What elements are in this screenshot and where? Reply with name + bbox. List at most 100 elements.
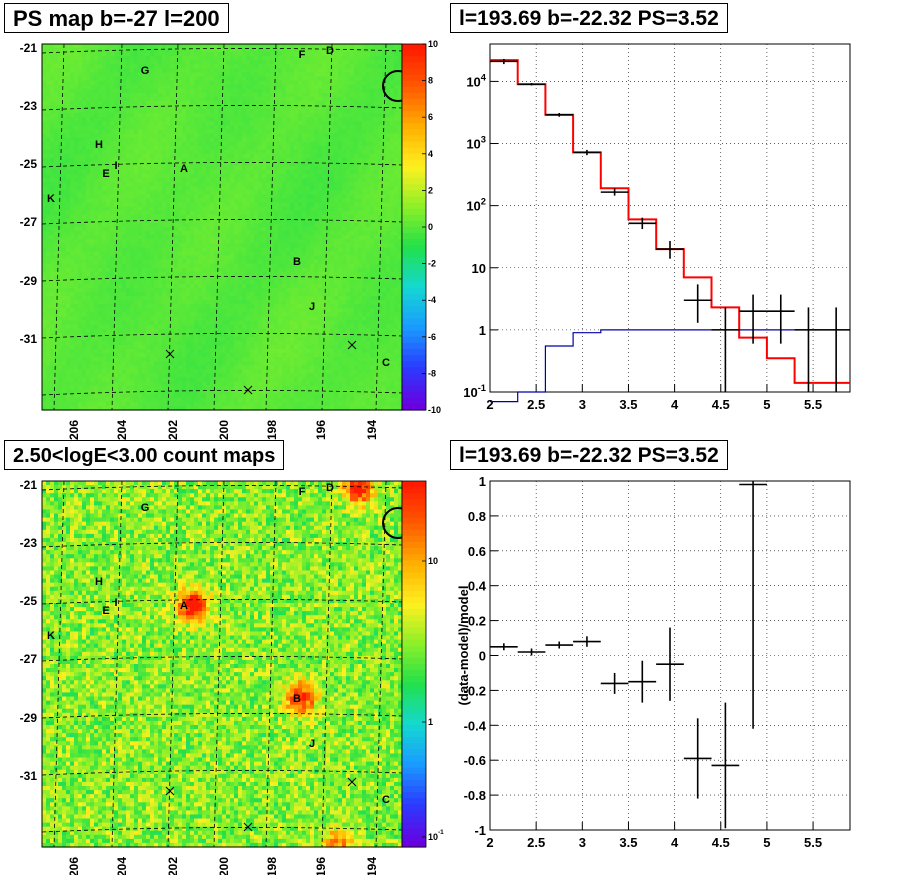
ps-map-y-tick-label: -31	[20, 332, 38, 346]
residual-data-point	[739, 481, 767, 729]
count-map-x-tick-label: 200	[217, 857, 231, 875]
residual-data-point	[490, 643, 518, 651]
count-map-source-label-g: G	[141, 502, 150, 514]
count-map-lon-line	[111, 480, 123, 848]
spectrum-x-tick-label: 5.5	[804, 397, 822, 412]
residual-y-tick-label: -0.6	[464, 753, 486, 768]
residual-chart: 2 2.5 3 3.5 4 4.5 5 5.5 -1 -0.8 -0.6 -0.4 -0.2 0 0.2 0.…	[456, 474, 851, 850]
spectrum-data-point	[766, 294, 795, 344]
ps-map-x-tick-label: 194	[365, 420, 379, 440]
count-map-colorbar	[401, 480, 427, 848]
ps-map-y-tick-label: -21	[20, 41, 38, 55]
ps-map-source-label-i: I	[114, 160, 117, 172]
count-map-cross-marker	[243, 822, 253, 832]
count-map-graticule	[41, 480, 403, 848]
count-map-colorbar-tick-label: 10	[428, 556, 438, 566]
residual-y-tick-label: 1	[479, 474, 486, 489]
residual-x-tick-label: 5	[763, 835, 770, 850]
ps-map-colorbar-tick-label: -10	[428, 405, 441, 415]
spectrum-x-tick-label: 2.5	[527, 397, 545, 412]
spectrum-y-tick-label: 102	[466, 197, 486, 214]
spectrum-data-point	[683, 284, 712, 323]
residual-y-tick-label: 0.6	[468, 544, 486, 559]
ps-map-y-tick-label: -25	[20, 157, 38, 171]
ps-map-x-tick-label: 202	[166, 420, 180, 440]
count-map-cross-marker	[165, 786, 175, 796]
ps-map-source-label-k: K	[47, 193, 55, 205]
count-map-source-label-b: B	[293, 693, 301, 705]
spectrum-data-point	[490, 58, 518, 65]
ps-map-colorbar-tick-label: 2	[428, 185, 433, 195]
residual-data-point	[711, 702, 740, 829]
residual-x-tick-label: 2.5	[527, 835, 545, 850]
ps-map-source-label-j: J	[309, 301, 315, 313]
spectrum-data-point	[822, 307, 850, 392]
ps-map-lon-line	[375, 43, 387, 411]
residual-data-point	[656, 627, 684, 701]
ps-map-colorbar-tick-label: -4	[428, 295, 436, 305]
residual-data-point	[517, 648, 546, 656]
count-map-y-tick-label: -21	[20, 478, 38, 492]
count-map-y-tick-label: -25	[20, 594, 38, 608]
count-map-lon-line	[375, 480, 387, 848]
residual-panel: 2 2.5 3 3.5 4 4.5 5 5.5 -1 -0.8 -0.6 -0.4 -0.2 0 0.2 0.…	[449, 437, 898, 875]
ps-map-colorbar-tick-label: 10	[428, 39, 438, 49]
spectrum-data-point	[573, 149, 601, 156]
ps-map-source-label-h: H	[95, 139, 103, 151]
ps-map-cross-marker	[165, 349, 175, 359]
count-map-source-label-j: J	[309, 738, 315, 750]
ps-map-map-area: A B C D E F G HI J K	[41, 43, 414, 411]
ps-map-colorbar	[401, 43, 427, 411]
residual-x-tick-label: 4.5	[712, 835, 730, 850]
count-map-y-tick-label: -29	[20, 711, 38, 725]
spectrum-y-tick-label: 104	[466, 72, 486, 89]
spectrum-data-point	[711, 307, 740, 392]
ps-map-source-label-e: E	[102, 168, 109, 180]
ps-map-colorbar-tick-label: -8	[428, 368, 436, 378]
spectrum-title: l=193.69 b=-22.32 PS=3.52	[450, 3, 728, 33]
spectrum-y-tick-label: 10	[472, 261, 486, 276]
spectrum-series-background-line	[490, 329, 850, 403]
spectrum-data-point	[739, 294, 767, 344]
spectrum-x-tick-label: 5	[763, 397, 770, 412]
count-map-heat-cells	[42, 481, 403, 848]
spectrum-data-point	[656, 240, 684, 259]
count-map-x-tick-label: 198	[265, 857, 279, 875]
residual-data-point	[683, 718, 712, 799]
residual-y-tick-label: 0.8	[468, 509, 486, 524]
spectrum-x-tick-label: 4.5	[712, 397, 730, 412]
residual-x-tick-label: 2	[486, 835, 493, 850]
ps-map-source-label-a: A	[180, 163, 188, 175]
count-map-source-label-a: A	[180, 600, 188, 612]
ps-map-graticule	[41, 43, 403, 411]
residual-y-tick-label: -0.2	[464, 683, 486, 698]
residual-y-tick-label: 0.2	[468, 614, 486, 629]
spectrum-data-point	[600, 188, 629, 196]
ps-map-source-label-f: F	[299, 49, 306, 61]
count-map-colorbar-tick-label: 1	[428, 717, 433, 727]
count-map-source-label-c: C	[382, 794, 390, 806]
spectrum-chart: 2 2.5 3 3.5 4 4.5 5 5.5 10-1 1 10 102 103 104	[463, 43, 851, 412]
count-map-x-tick-label: 202	[166, 857, 180, 875]
ps-map-source-label-d: D	[326, 45, 334, 57]
residual-y-tick-label: -0.8	[464, 788, 486, 803]
ps-map-title: PS map b=-27 l=200	[4, 3, 229, 33]
count-map-source-label-k: K	[47, 630, 55, 642]
residual-data-point	[545, 641, 574, 649]
count-map-x-tick-label: 196	[314, 857, 328, 875]
spectrum-y-tick-label: 10-1	[463, 383, 486, 400]
count-map-lon-line	[321, 480, 333, 848]
count-map-source-label-d: D	[326, 482, 334, 494]
ps-map-lon-line	[53, 43, 65, 411]
residual-title: l=193.69 b=-22.32 PS=3.52	[450, 440, 728, 470]
residual-y-tick-label: -1	[474, 823, 486, 838]
spectrum-plot-frame	[489, 43, 851, 393]
ps-map-x-tick-label: 204	[115, 420, 129, 440]
residual-y-axis-label: (data-model)/model	[456, 586, 471, 706]
count-map-cross-marker	[347, 777, 357, 787]
spectrum-data-point	[545, 112, 574, 117]
spectrum-data-point	[517, 83, 546, 86]
spectrum-data-point	[628, 217, 657, 230]
ps-map-colorbar-tick-label: -2	[428, 259, 436, 269]
